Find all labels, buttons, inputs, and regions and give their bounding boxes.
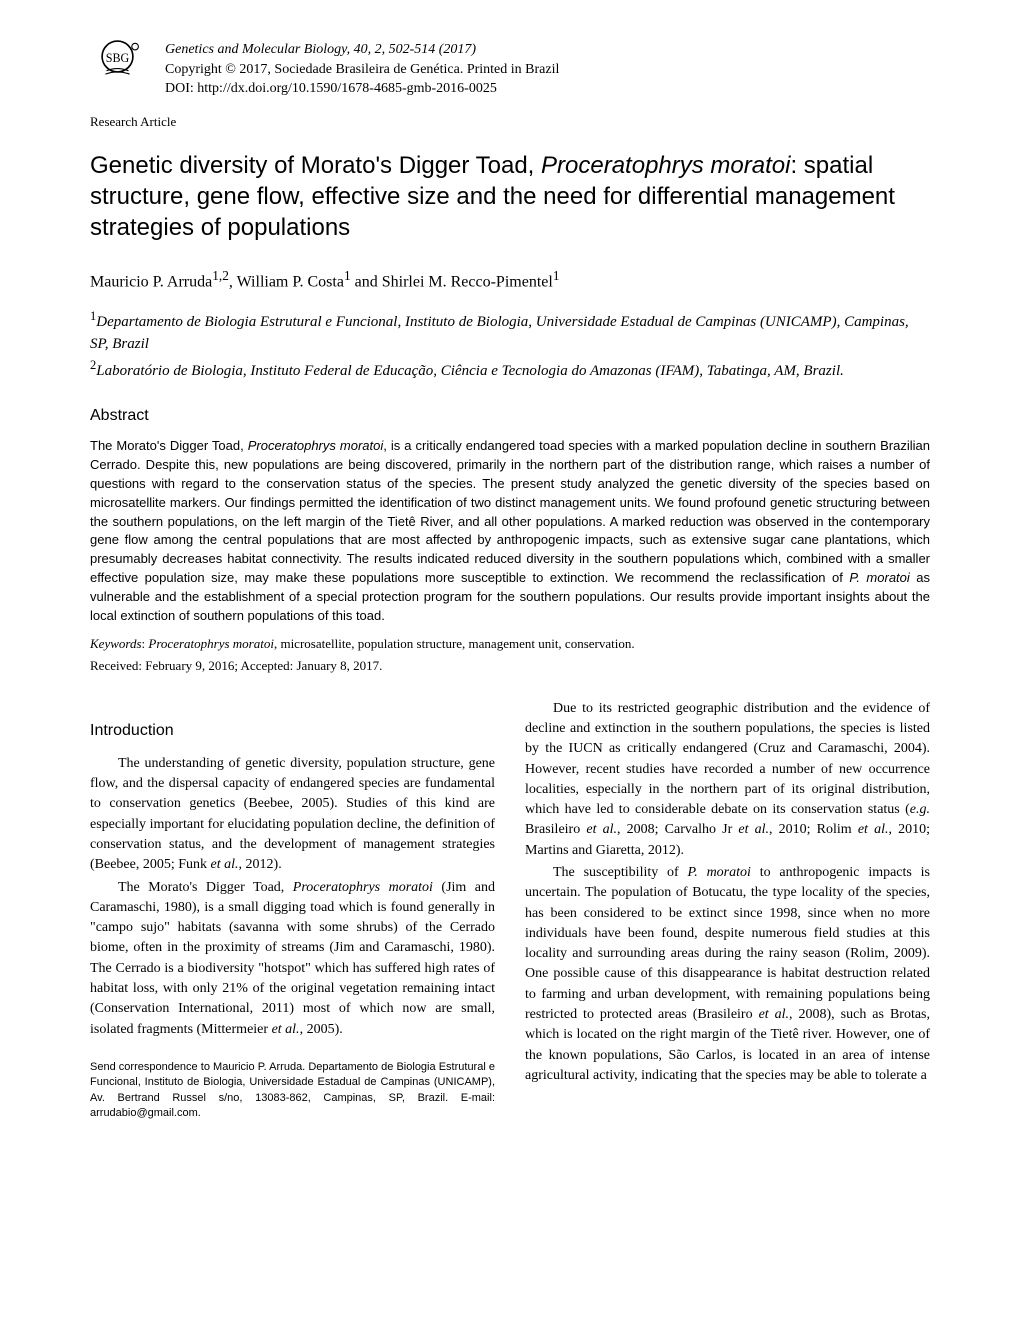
journal-info: Genetics and Molecular Biology, 40, 2, 5… [165, 40, 559, 99]
keywords-rest: , microsatellite, population structure, … [274, 636, 635, 651]
right-column: Due to its restricted geographic distrib… [525, 699, 930, 1124]
abstract-species-1: Proceratophrys moratoi [248, 438, 384, 453]
dates-line: Received: February 9, 2016; Accepted: Ja… [90, 658, 930, 674]
col2-paragraph-1: Due to its restricted geographic distrib… [525, 699, 930, 861]
abstract-text-2: , is a critically endangered toad specie… [90, 438, 930, 585]
keywords-label: Keywords [90, 636, 142, 651]
author-1: Mauricio P. Arruda [90, 274, 212, 291]
title-species: Proceratophrys moratoi [541, 152, 790, 179]
abstract-heading: Abstract [90, 407, 930, 425]
doi-url: http://dx.doi.org/10.1590/1678-4685-gmb-… [197, 81, 497, 96]
affiliation-1: Departamento de Biologia Estrutural e Fu… [90, 314, 909, 353]
journal-name: Genetics and Molecular Biology [165, 42, 347, 57]
author-3-sup: 1 [553, 268, 560, 283]
title-part1: Genetic diversity of Morato's Digger Toa… [90, 152, 541, 179]
svg-text:SBG: SBG [106, 51, 130, 65]
left-column: Introduction The understanding of geneti… [90, 699, 495, 1124]
article-title: Genetic diversity of Morato's Digger Toa… [90, 150, 930, 244]
affiliations: 1Departamento de Biologia Estrutural e F… [90, 307, 930, 383]
journal-logo: SBG [90, 40, 145, 95]
intro-paragraph-2: The Morato's Digger Toad, Proceratophrys… [90, 878, 495, 1040]
correspondence: Send correspondence to Mauricio P. Arrud… [90, 1060, 495, 1122]
volume-issue: , 40, 2, 502-514 (2017) [347, 42, 477, 57]
author-1-sup: 1,2 [212, 268, 229, 283]
keywords-line: Keywords: Proceratophrys moratoi, micros… [90, 636, 930, 652]
doi-label: DOI: [165, 81, 197, 96]
affiliation-2: Laboratório de Biologia, Instituto Feder… [96, 363, 844, 379]
abstract-body: The Morato's Digger Toad, Proceratophrys… [90, 437, 930, 625]
abstract-text-1: The Morato's Digger Toad, [90, 438, 248, 453]
two-column-body: Introduction The understanding of geneti… [90, 699, 930, 1124]
author-2-sup: 1 [344, 268, 351, 283]
keywords-species: Proceratophrys moratoi [148, 636, 274, 651]
col2-paragraph-2: The susceptibility of P. moratoi to anth… [525, 863, 930, 1086]
intro-paragraph-1: The understanding of genetic diversity, … [90, 754, 495, 876]
authors-line: Mauricio P. Arruda1,2, William P. Costa1… [90, 268, 930, 291]
page-header: SBG Genetics and Molecular Biology, 40, … [90, 40, 930, 99]
abstract-species-2: P. moratoi [849, 570, 909, 585]
author-2: , William P. Costa [229, 274, 344, 291]
author-3: and Shirlei M. Recco-Pimentel [351, 274, 553, 291]
copyright-line: Copyright © 2017, Sociedade Brasileira d… [165, 60, 559, 80]
article-type: Research Article [90, 114, 930, 130]
introduction-heading: Introduction [90, 719, 495, 742]
